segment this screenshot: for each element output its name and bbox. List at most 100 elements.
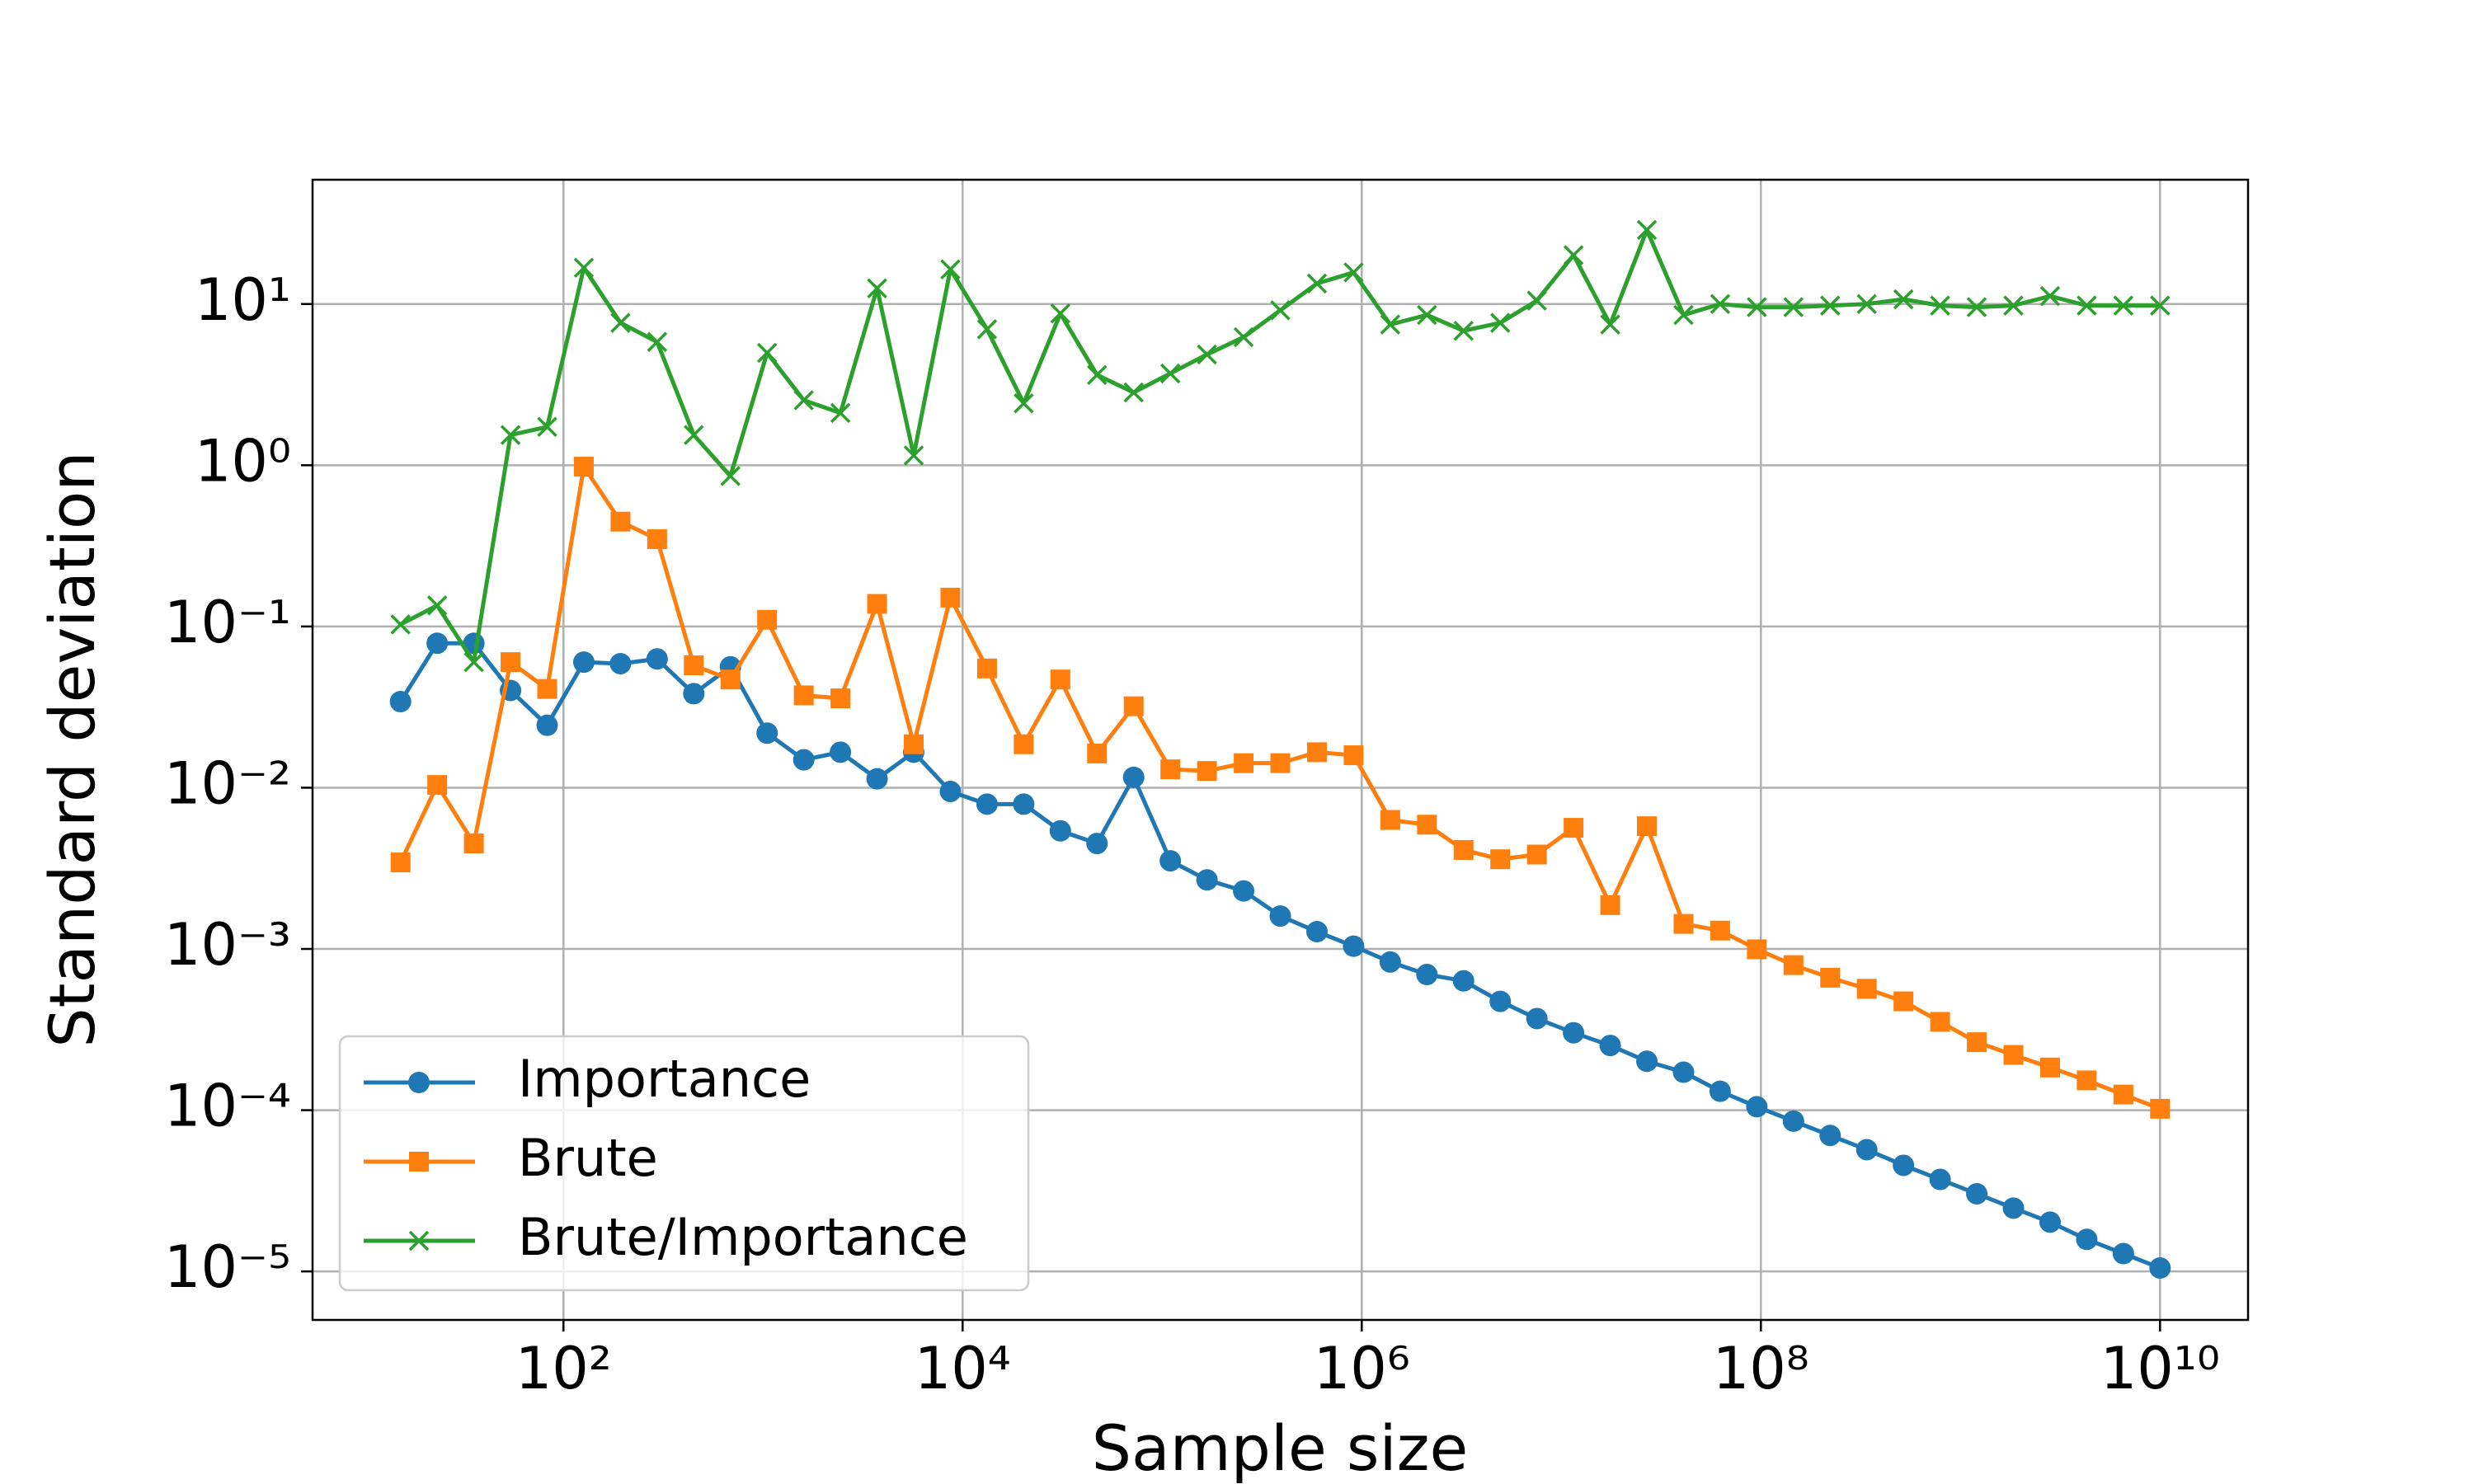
marker — [1709, 1080, 1731, 1102]
marker — [1086, 833, 1108, 855]
marker — [867, 278, 887, 299]
series — [390, 219, 2171, 673]
marker — [2039, 1211, 2061, 1233]
marker — [1270, 753, 1291, 773]
marker — [1234, 753, 1254, 773]
y-tick-label: 10⁻³ — [164, 911, 291, 979]
marker — [683, 683, 705, 705]
marker — [2076, 1228, 2098, 1251]
marker — [2150, 1098, 2171, 1119]
marker — [1673, 913, 1694, 934]
marker — [830, 688, 851, 709]
legend-label: Brute/Importance — [518, 1207, 968, 1267]
marker — [572, 651, 595, 674]
marker — [1600, 895, 1620, 915]
marker — [1380, 810, 1400, 830]
marker — [1967, 1032, 1987, 1053]
marker — [389, 691, 412, 713]
y-tick-label: 10⁻⁵ — [164, 1233, 291, 1301]
marker — [1343, 935, 1365, 957]
marker — [2003, 295, 2024, 316]
plot-frame — [311, 178, 2250, 1322]
marker — [1746, 1096, 1768, 1118]
marker — [426, 632, 449, 655]
marker — [1710, 920, 1730, 941]
marker — [1014, 393, 1034, 414]
marker — [1526, 290, 1547, 311]
marker — [1710, 294, 1731, 314]
series-line — [399, 228, 2161, 665]
marker — [1600, 314, 1620, 335]
marker — [1856, 979, 1877, 999]
y-tick-label: 10⁻⁴ — [164, 1073, 291, 1140]
marker — [463, 834, 484, 854]
marker — [1306, 273, 1328, 294]
marker — [684, 425, 704, 445]
marker — [1820, 967, 1841, 988]
marker — [647, 331, 668, 352]
marker — [830, 402, 851, 424]
marker — [427, 775, 448, 796]
marker — [1013, 793, 1035, 815]
marker — [1087, 364, 1108, 386]
marker — [720, 669, 741, 690]
marker — [793, 749, 815, 771]
marker — [610, 312, 631, 333]
marker — [1270, 300, 1291, 321]
legend: Importance Brute Brute/Importance — [338, 1035, 1030, 1292]
x-axis-label: Sample size — [1092, 1411, 1468, 1484]
marker — [830, 741, 852, 763]
x-tick-label: 10¹⁰ — [2100, 1335, 2220, 1402]
marker — [939, 780, 962, 802]
marker — [2077, 1070, 2097, 1091]
marker — [500, 425, 521, 445]
marker — [1526, 844, 1547, 865]
marker — [1159, 850, 1182, 872]
marker — [1233, 880, 1255, 902]
marker — [1123, 696, 1144, 716]
marker — [1453, 321, 1474, 341]
marker — [1049, 819, 1071, 842]
legend-marker — [408, 1072, 430, 1093]
y-tick-label: 10⁻¹ — [164, 589, 291, 656]
marker — [573, 257, 595, 278]
marker — [1966, 1182, 1988, 1205]
legend-marker — [409, 1152, 429, 1172]
marker — [1379, 951, 1401, 973]
marker — [2150, 295, 2171, 316]
marker — [1269, 905, 1291, 928]
marker — [976, 658, 997, 679]
marker — [1782, 1110, 1804, 1132]
marker — [756, 342, 778, 364]
legend-box — [338, 1035, 1030, 1292]
marker — [1820, 295, 1841, 316]
marker — [1122, 766, 1145, 788]
marker — [1783, 955, 1804, 975]
marker — [1930, 295, 1950, 316]
marker — [1417, 304, 1437, 326]
series — [390, 457, 2171, 1119]
marker — [463, 651, 484, 673]
y-tick-label: 10¹ — [195, 266, 291, 334]
marker — [940, 259, 961, 279]
x-tick-label: 10⁸ — [1713, 1335, 1809, 1402]
marker — [757, 609, 778, 630]
marker — [1233, 326, 1254, 348]
marker — [1417, 815, 1437, 835]
marker — [609, 652, 632, 674]
marker — [537, 416, 557, 437]
marker — [1636, 219, 1658, 241]
marker — [720, 466, 741, 486]
legend-label: Brute — [518, 1128, 658, 1188]
marker — [1819, 1125, 1841, 1147]
marker — [1893, 991, 1914, 1012]
marker — [1783, 297, 1804, 317]
marker — [1343, 262, 1364, 283]
marker — [1893, 289, 1914, 310]
marker — [1416, 964, 1438, 986]
y-tick-label: 10⁻² — [164, 749, 291, 817]
marker — [2149, 1256, 2171, 1279]
marker — [1196, 869, 1218, 891]
marker — [536, 714, 558, 736]
marker — [2077, 295, 2097, 316]
